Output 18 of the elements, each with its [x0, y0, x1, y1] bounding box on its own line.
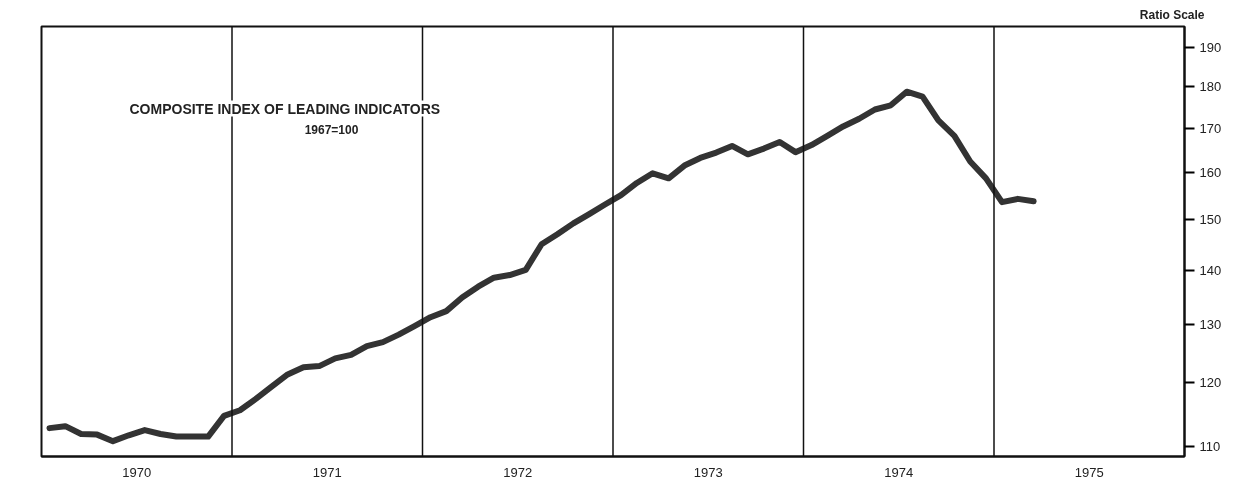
- y-tick-label: 160: [1199, 165, 1222, 181]
- x-tick-label: 1973: [693, 464, 723, 480]
- text: COMPOSITE INDEX OF LEADING INDICATORS: [129, 100, 441, 117]
- y-tick-label: 140: [1199, 262, 1222, 278]
- x-tick-label: 1970: [122, 464, 152, 480]
- y-tick-label: 190: [1199, 39, 1222, 55]
- x-tick-label: 1974: [884, 464, 914, 480]
- text: 1967=100: [304, 122, 359, 137]
- x-tick-label: 1972: [503, 464, 533, 480]
- y-tick-label: 150: [1199, 212, 1222, 228]
- x-tick-label: 1971: [312, 464, 342, 480]
- y-tick-label: 180: [1199, 79, 1222, 95]
- y-tick-label: 110: [1199, 438, 1221, 454]
- x-tick-label: 1975: [1074, 464, 1104, 480]
- y-axis-title: Ratio Scale: [1139, 7, 1205, 22]
- y-tick-label: 130: [1199, 316, 1222, 332]
- y-tick-label: 170: [1199, 121, 1222, 137]
- y-tick-label: 120: [1199, 375, 1222, 391]
